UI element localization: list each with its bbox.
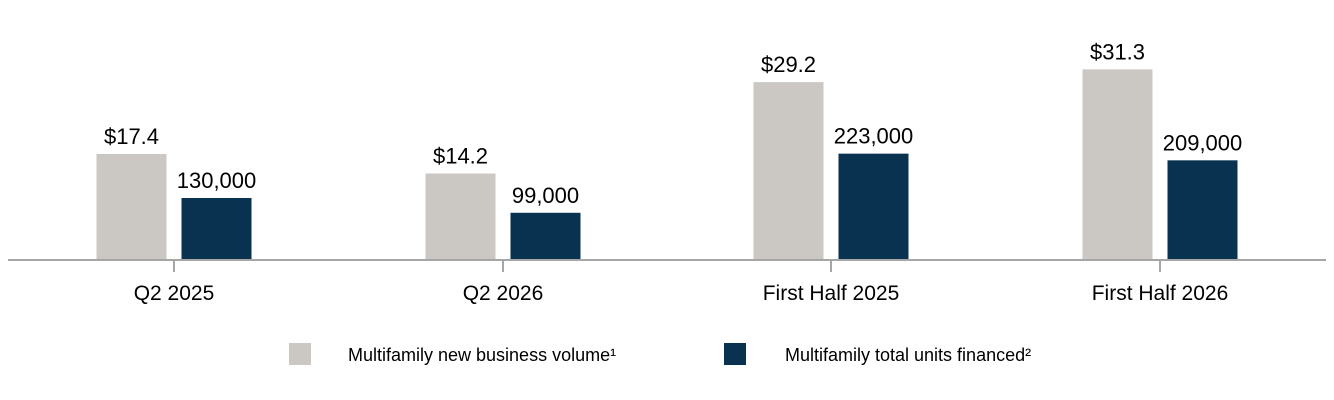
data-label-volume-0: $17.4	[104, 124, 159, 149]
legend-swatch-volume	[289, 343, 311, 365]
x-tick-label-2: First Half 2025	[763, 282, 900, 305]
bar-units-2	[838, 153, 909, 260]
data-label-volume-3: $31.3	[1090, 39, 1145, 64]
legend-swatch-units	[724, 343, 746, 365]
tick-labels-layer: Q2 2025 Q2 2026 First Half 2025 First Half …	[134, 282, 1229, 305]
data-label-units-1: 99,000	[512, 183, 579, 208]
bar-units-1	[510, 212, 581, 260]
data-label-volume-2: $29.2	[761, 52, 816, 77]
data-label-units-3: 209,000	[1163, 130, 1243, 155]
data-label-units-2: 223,000	[834, 124, 914, 149]
bar-volume-1	[425, 173, 496, 260]
ticks-layer	[173, 260, 1161, 272]
legend-label-volume: Multifamily new business volume¹	[348, 345, 616, 365]
bars-layer	[96, 69, 1238, 260]
legend-label-units: Multifamily total units financed²	[785, 345, 1031, 365]
data-label-units-0: 130,000	[177, 168, 257, 193]
data-label-volume-1: $14.2	[433, 143, 488, 168]
bar-units-3	[1167, 160, 1238, 260]
value-labels-layer: $17.4 130,000 $14.2 99,000 $29.2 223,000 $31.3…	[104, 39, 1242, 207]
bar-volume-0	[96, 154, 167, 260]
bar-volume-3	[1082, 69, 1153, 260]
x-tick-label-0: Q2 2025	[134, 282, 215, 305]
bar-units-0	[181, 198, 252, 260]
x-tick-label-3: First Half 2026	[1092, 282, 1229, 305]
bar-volume-2	[753, 82, 824, 260]
legend: Multifamily new business volume¹ Multifam…	[289, 343, 1031, 365]
x-tick-label-1: Q2 2026	[463, 282, 544, 305]
